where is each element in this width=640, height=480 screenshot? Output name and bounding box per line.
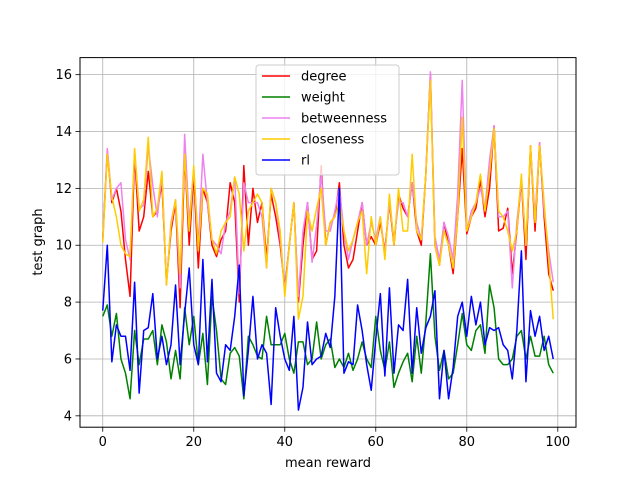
x-tick-label: 0: [99, 435, 107, 450]
legend-label-weight: weight: [301, 91, 345, 106]
y-tick-label: 8: [64, 296, 72, 311]
y-tick-label: 12: [55, 182, 72, 197]
legend-label-degree: degree: [301, 70, 347, 85]
x-tick-label: 20: [185, 435, 202, 450]
series-layer: [102, 71, 554, 411]
x-tick-label: 100: [545, 435, 570, 450]
series-line-rl: [102, 187, 554, 411]
y-axis-title: test graph: [31, 208, 46, 275]
x-tick-label: 60: [368, 435, 385, 450]
x-axis-title: mean reward: [285, 456, 371, 471]
series-line-closeness: [102, 79, 554, 320]
x-tick-label: 40: [276, 435, 293, 450]
legend-label-closeness: closeness: [301, 133, 364, 148]
y-tick-label: 6: [64, 352, 72, 367]
y-tick-label: 10: [55, 239, 72, 254]
x-tick-label: 80: [459, 435, 476, 450]
y-axis: 4 6 8 10 12 14 16: [55, 68, 80, 424]
legend-entries: degree weight betweenness closeness rl: [262, 70, 387, 169]
plot-frame: [79, 57, 577, 428]
x-axis: 0 20 40 60 80 100: [99, 427, 570, 450]
y-tick-label: 4: [64, 409, 72, 424]
legend: degree weight betweenness closeness rl: [255, 64, 400, 176]
legend-label-betweenness: betweenness: [301, 112, 387, 127]
y-tick-label: 16: [55, 68, 72, 83]
legend-box: [255, 64, 400, 176]
y-tick-label: 14: [55, 125, 72, 140]
legend-label-rl: rl: [301, 154, 310, 169]
